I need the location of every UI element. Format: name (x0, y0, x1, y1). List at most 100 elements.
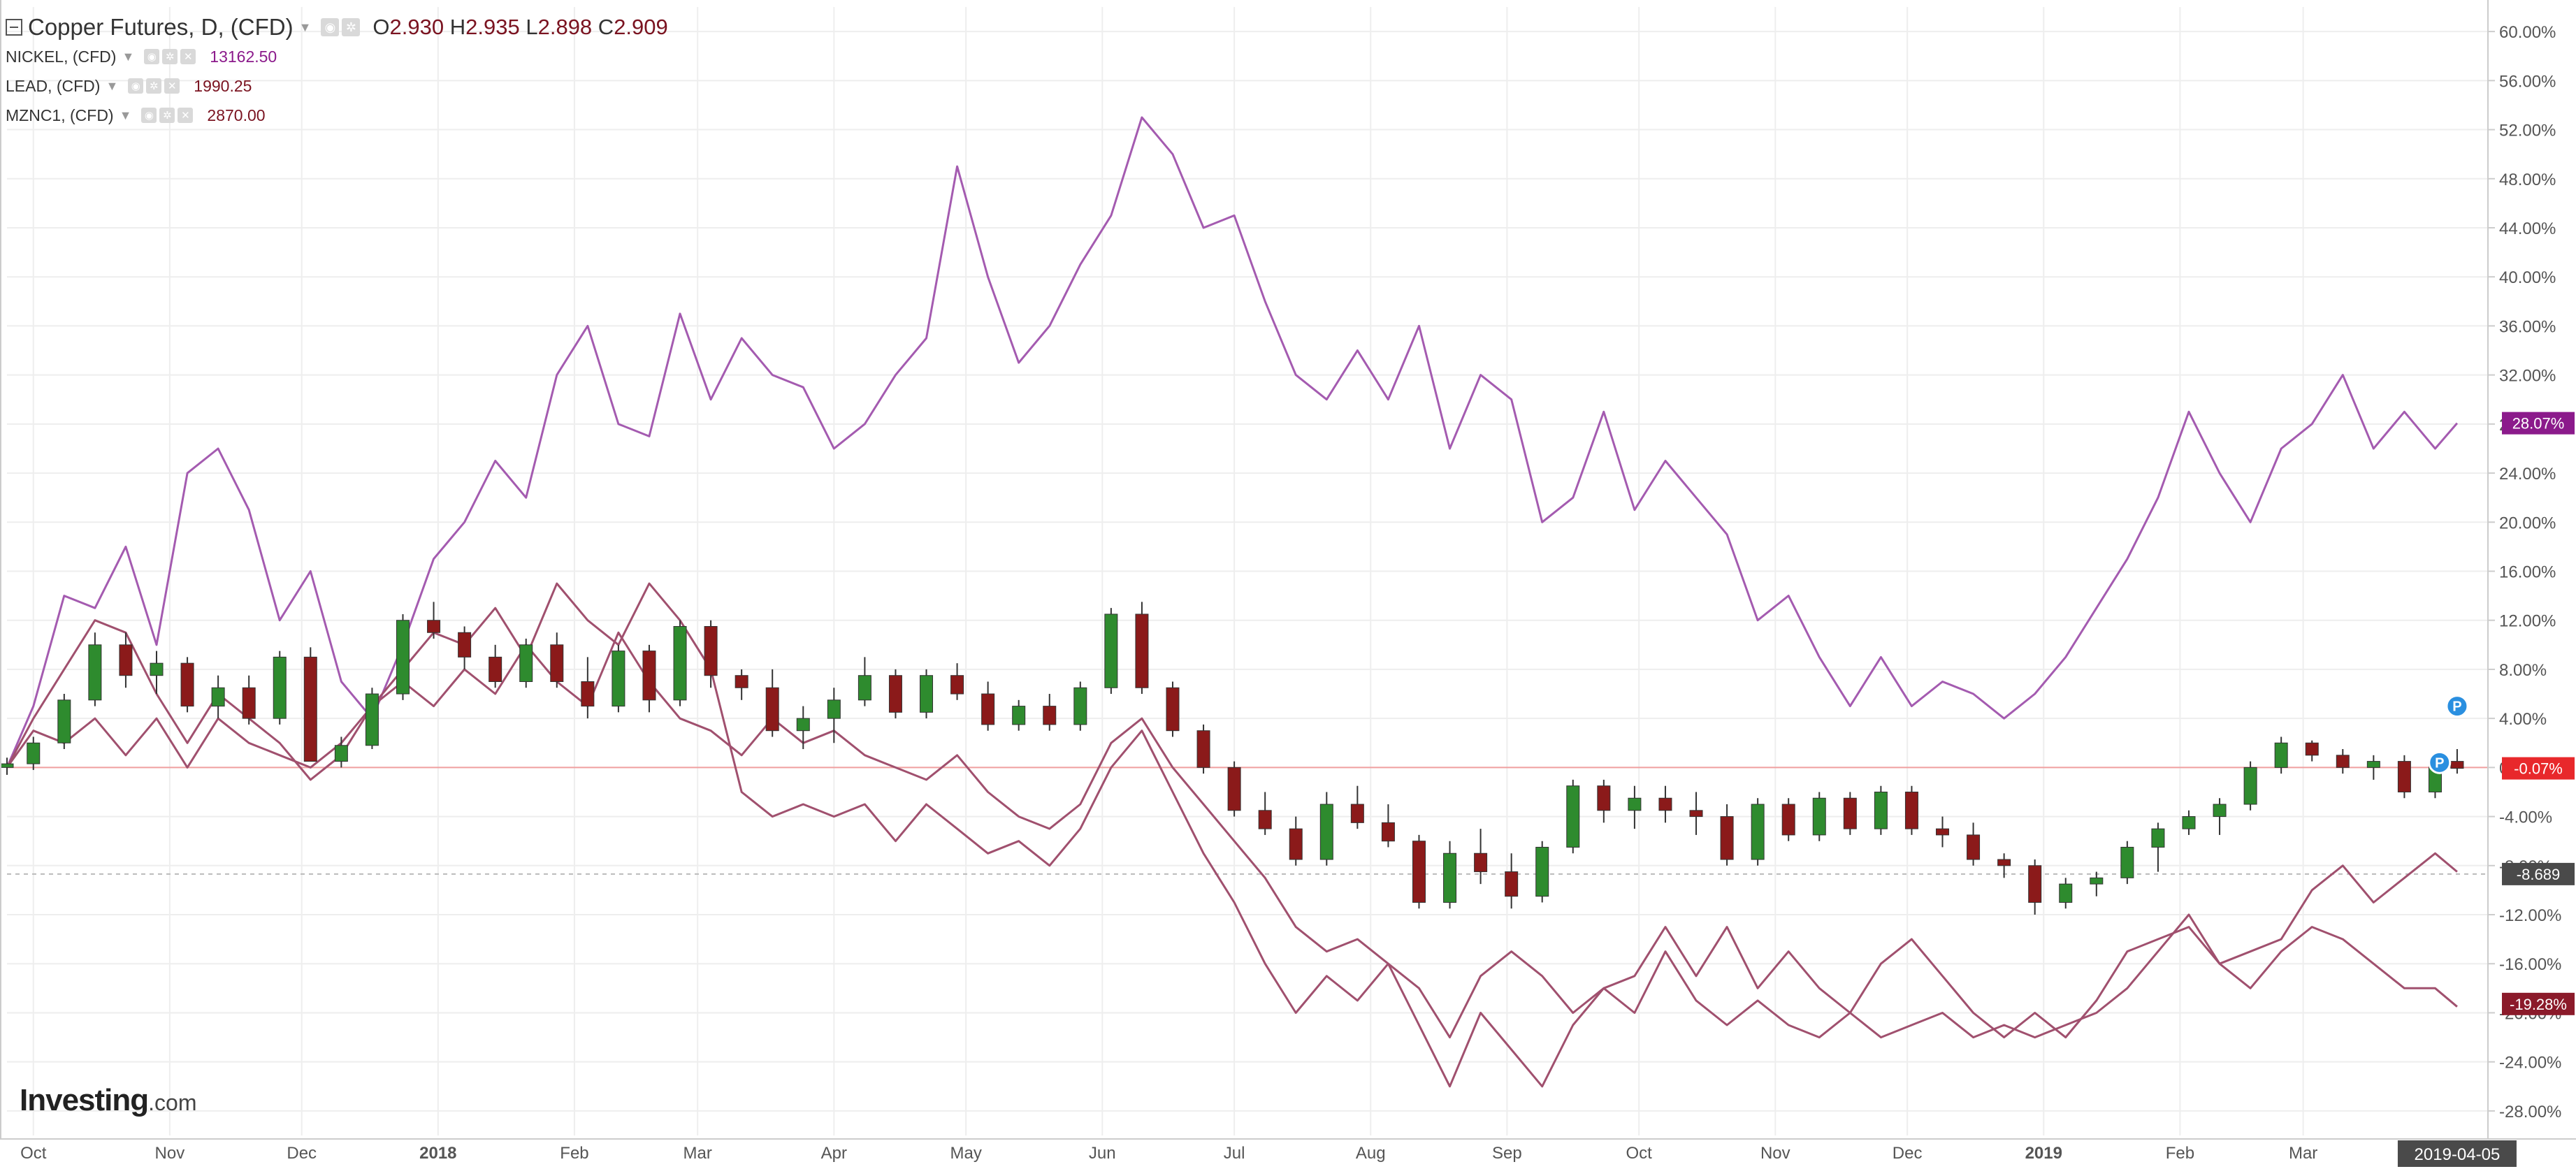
candle-body (2090, 877, 2104, 885)
main-symbol-name[interactable]: Copper Futures, D, (CFD) (28, 14, 294, 40)
y-tick-label: 36.00% (2499, 317, 2556, 336)
candle-body (1658, 797, 1672, 811)
visibility-icon[interactable]: ◉ (321, 18, 340, 36)
price-tag (2502, 862, 2575, 885)
y-tick-label: 32.00% (2499, 367, 2556, 386)
candle-body (2305, 742, 2319, 756)
candle-body (858, 675, 871, 701)
investing-logo: Investing.com (20, 1083, 197, 1118)
y-tick-label: 52.00% (2499, 122, 2556, 140)
candle-body (1474, 852, 1488, 873)
y-tick-label: 40.00% (2499, 268, 2556, 287)
y-tick-label: 8.00% (2499, 661, 2547, 680)
candle-body (1412, 841, 1426, 903)
close-icon[interactable]: ✕ (164, 78, 180, 94)
chevron-down-icon[interactable]: ▼ (119, 108, 132, 122)
candle-body (1781, 804, 1795, 836)
candle-body (211, 687, 225, 707)
x-tick-label: Aug (1356, 1144, 1386, 1163)
candle-body (1350, 804, 1364, 823)
series-line (6, 116, 2459, 768)
legend-row-nickel: NICKEL, (CFD) ▼ ◉ ✲ ✕ 13162.50 (6, 42, 668, 71)
candle-body (119, 644, 133, 676)
candle-body (1751, 804, 1765, 860)
candle-body (673, 625, 687, 701)
candle-body (2213, 804, 2227, 818)
candle-body (2397, 761, 2411, 792)
candle-body (180, 662, 194, 707)
candle-body (2151, 828, 2165, 848)
x-tick-label: Feb (560, 1144, 588, 1163)
overlay-price: 13162.50 (210, 47, 277, 66)
open-value: 2.930 (389, 15, 444, 39)
x-tick-label: Dec (1893, 1144, 1923, 1163)
x-tick-label: Jun (1089, 1144, 1116, 1163)
candle-body (581, 681, 595, 707)
y-tick-label: -28.00% (2499, 1103, 2561, 1121)
x-tick-label: Mar (683, 1144, 712, 1163)
candle-body (612, 651, 625, 707)
candle-body (150, 662, 164, 676)
candle-body (1904, 791, 1918, 829)
candle-body (1196, 730, 1210, 768)
candle-body (1628, 797, 1642, 811)
chevron-down-icon[interactable]: ▼ (298, 20, 312, 34)
logo-main: Investing (20, 1083, 149, 1117)
y-tick-label: 56.00% (2499, 72, 2556, 91)
candlestick-layer (0, 602, 2464, 915)
chevron-down-icon[interactable]: ▼ (122, 49, 135, 64)
open-label: O (372, 15, 390, 39)
overlay-name[interactable]: NICKEL, (CFD) (6, 47, 117, 66)
candle-body (1812, 797, 1826, 836)
gear-icon[interactable]: ✲ (146, 78, 162, 94)
grid-layer (7, 7, 2488, 1135)
y-tick-label: 44.00% (2499, 219, 2556, 238)
y-tick-label: -12.00% (2499, 906, 2561, 925)
close-icon[interactable]: ✕ (180, 49, 196, 64)
p-marker-label: P (2435, 755, 2444, 771)
close-icon[interactable]: ✕ (178, 108, 194, 123)
candle-body (2028, 865, 2042, 903)
x-tick-label: Nov (155, 1144, 185, 1163)
candle-body (920, 675, 934, 713)
candle-body (57, 699, 71, 743)
visibility-icon[interactable]: ◉ (128, 78, 144, 94)
candle-body (242, 687, 256, 719)
candle-body (273, 656, 287, 719)
gear-icon[interactable]: ✲ (159, 108, 175, 123)
candle-body (1566, 785, 1580, 848)
candle-body (27, 742, 41, 764)
overlay-name[interactable]: LEAD, (CFD) (6, 76, 101, 95)
candle-body (1597, 785, 1611, 811)
collapse-icon[interactable] (6, 19, 22, 36)
candle-body (1443, 852, 1457, 903)
candle-body (2366, 761, 2380, 768)
y-tick-label: 20.00% (2499, 514, 2556, 532)
y-tick-label: -24.00% (2499, 1054, 2561, 1073)
p-marker-icon (2428, 750, 2452, 774)
gear-icon[interactable]: ✲ (162, 49, 178, 64)
candle-body (0, 763, 14, 768)
legend: Copper Futures, D, (CFD) ▼ ◉ ✲ O2.930 H2… (6, 13, 668, 130)
price-tag-label: -0.07% (2514, 760, 2563, 778)
visibility-icon[interactable]: ◉ (144, 49, 160, 64)
current-date-tag (2397, 1140, 2517, 1167)
candle-body (1289, 828, 1303, 860)
overlay-name[interactable]: MZNC1, (CFD) (6, 106, 114, 124)
y-tick-label: 12.00% (2499, 612, 2556, 631)
candle-body (303, 656, 317, 762)
ohlc-readout: O2.930 H2.935 L2.898 C2.909 (372, 15, 667, 40)
candle-body (396, 620, 410, 695)
chevron-down-icon[interactable]: ▼ (106, 78, 119, 93)
visibility-icon[interactable]: ◉ (141, 108, 157, 123)
high-label: H (449, 15, 466, 39)
y-tick-label: 16.00% (2499, 563, 2556, 582)
candle-body (1843, 797, 1857, 829)
overlay-price: 2870.00 (207, 106, 266, 124)
x-tick-label: Mar (2289, 1144, 2317, 1163)
x-tick-label: Jul (1224, 1144, 1245, 1163)
candle-body (1997, 859, 2011, 866)
candle-body (1043, 706, 1057, 725)
gear-icon[interactable]: ✲ (342, 18, 361, 36)
